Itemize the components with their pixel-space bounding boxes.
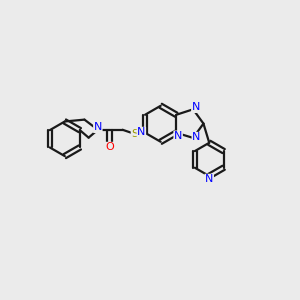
Text: N: N	[192, 132, 200, 142]
Text: N: N	[192, 103, 200, 112]
Text: O: O	[105, 142, 114, 152]
Text: N: N	[137, 127, 146, 137]
Text: N: N	[94, 122, 102, 133]
Text: S: S	[131, 129, 138, 139]
Text: N: N	[174, 131, 182, 141]
Text: N: N	[205, 174, 213, 184]
